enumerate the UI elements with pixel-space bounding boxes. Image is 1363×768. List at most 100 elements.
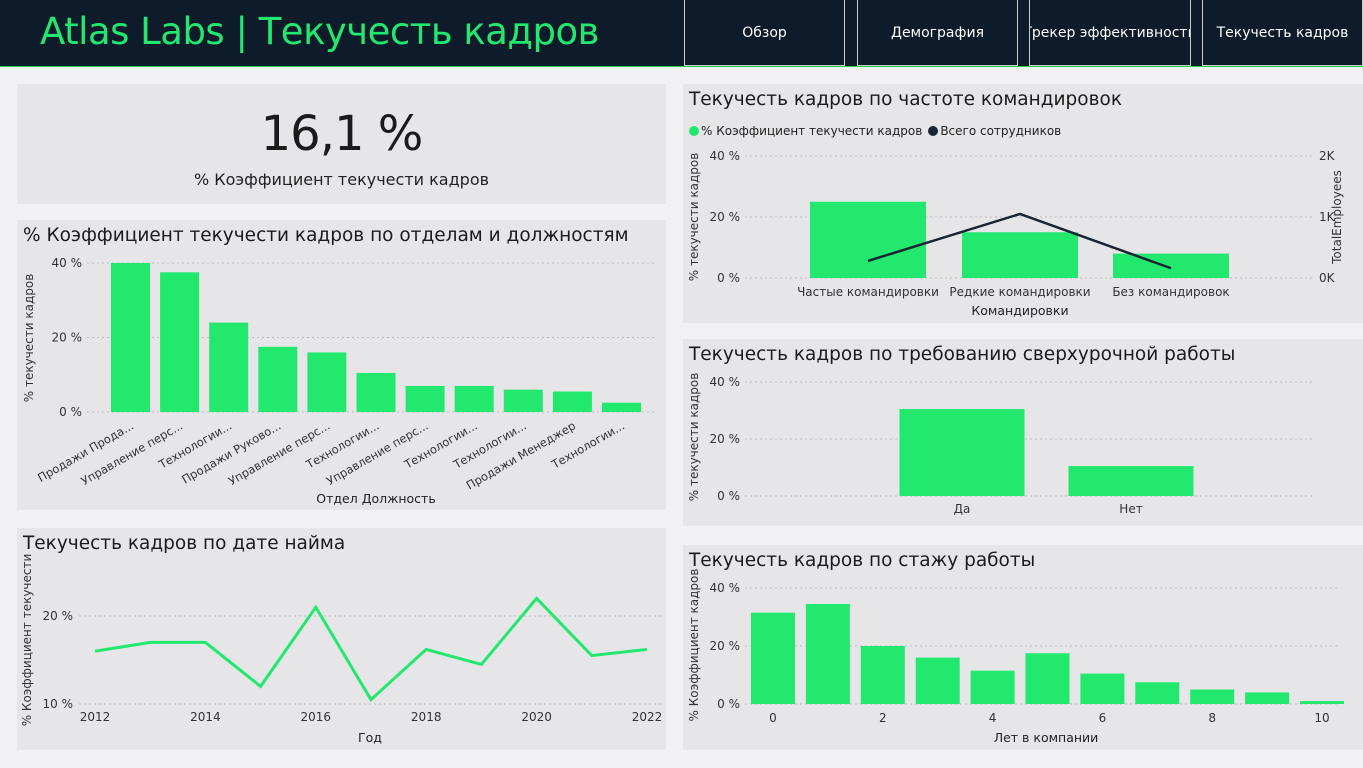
x-tick-label: 8 [1208, 711, 1216, 725]
bar-dept [356, 372, 396, 412]
nav-button-performance-tracker[interactable]: Трекер эффективности [1029, 0, 1191, 66]
bar-dept [307, 352, 347, 412]
x-tick-label: 2012 [80, 710, 111, 724]
travel-chart-title: Текучесть кадров по частоте командировок [689, 89, 1123, 110]
hire-chart-title: Текучесть кадров по дате найма [23, 533, 346, 554]
bar-tenure [1135, 682, 1180, 704]
x-tick-label: 0 [769, 711, 777, 725]
bar-tenure [1025, 653, 1070, 704]
y-axis-label: TotalEmployees [1330, 170, 1344, 265]
x-tick-label: 2016 [301, 710, 332, 724]
x-tick-label: 2022 [632, 710, 663, 724]
nav-button-overview[interactable]: Обзор [684, 0, 845, 66]
page-title: Atlas Labs | Текучесть кадров [40, 10, 599, 53]
y-axis-label: % текучести кадров [687, 373, 701, 502]
x-tick-label: 6 [1099, 711, 1107, 725]
bar-travel [810, 201, 926, 278]
bar-dept [503, 389, 543, 412]
bar-dept [602, 402, 641, 412]
hire-chart: 10 % 20 % % Коэффициент текучести 2012 2014 2… [20, 554, 663, 745]
x-tick-label: 2018 [411, 710, 442, 724]
y-tick-label: 40 % [52, 256, 83, 270]
legend-dot-dark-icon [928, 126, 939, 136]
tenure-chart: 0 % 20 % 40 % % Коэффициент кадров 0 2 4 6 8 10 Ле… [687, 569, 1344, 745]
y-axis-label: % Коэффициент кадров [687, 569, 701, 722]
bar-tenure [751, 612, 795, 704]
bar-dept [258, 346, 298, 412]
y-axis-label: % Коэффициент текучести [20, 554, 34, 727]
line-hire-series [94, 596, 648, 702]
x-tick-label: 2020 [521, 710, 552, 724]
y-tick-label: 20 % [710, 210, 741, 224]
x-tick-label: 2 [879, 711, 887, 725]
kpi-card: 16,1 % % Коэффициент текучести кадров [17, 84, 666, 204]
y-tick-label: 40 % [710, 375, 741, 389]
y-tick-label: 10 % [43, 697, 74, 711]
y2-tick-label: 1K [1319, 210, 1336, 224]
dept-chart-title: % Коэффициент текучести кадров по отдела… [23, 225, 629, 246]
nav-button-demography[interactable]: Демография [857, 0, 1018, 66]
bar-dept [552, 391, 592, 412]
bar-overtime [899, 409, 1025, 496]
overtime-chart-title: Текучесть кадров по требованию сверхуроч… [689, 344, 1236, 365]
legend-item-attrition: % Коэффициент текучести кадров [689, 124, 922, 138]
hire-chart-panel: Текучесть кадров по дате найма 10 % 20 %%… [17, 528, 666, 750]
x-tick-label: Нет [1119, 502, 1142, 516]
bar-tenure [970, 670, 1015, 704]
x-tick-label: Без командировок [1112, 285, 1229, 299]
kpi-value: 16,1 % [260, 106, 424, 162]
x-tick-label: Редкие командировки [949, 285, 1090, 299]
y-tick-label: 20 % [52, 331, 83, 345]
bar-tenure [915, 657, 960, 704]
dept-chart-panel: % Коэффициент текучести кадров по отдела… [17, 220, 666, 510]
legend-item-total: Всего сотрудников [928, 124, 1061, 138]
travel-legend: % Коэффициент текучести кадров Всего сот… [689, 124, 1061, 138]
bar-dept [160, 272, 200, 412]
y-tick-label: 0 % [717, 697, 740, 711]
y-tick-label: 20 % [710, 639, 741, 653]
bar-travel [1113, 253, 1229, 278]
x-axis-label: Командировки [971, 303, 1068, 318]
x-tick-label: 4 [989, 711, 997, 725]
y2-tick-label: 0K [1319, 271, 1336, 285]
bar-dept [454, 385, 494, 412]
y-tick-label: 20 % [43, 609, 74, 623]
y2-tick-label: 2K [1319, 149, 1336, 163]
overtime-chart-panel: Текучесть кадров по требованию сверхуроч… [683, 339, 1363, 526]
bar-dept [111, 263, 150, 412]
y-tick-label: 0 % [59, 405, 82, 419]
bar-tenure [805, 603, 850, 704]
kpi-label: % Коэффициент текучести кадров [193, 170, 490, 189]
line-total-employees [867, 212, 1172, 270]
bar-tenure [860, 646, 905, 704]
x-axis-label: Отдел Должность [316, 491, 435, 506]
y-axis-label: % текучести кадров [22, 274, 36, 403]
x-axis-label: Лет в компании [994, 730, 1099, 745]
header-bar: Atlas Labs | Текучесть кадров Обзор Демо… [0, 0, 1363, 67]
travel-chart-panel: Текучесть кадров по частоте командировок… [683, 84, 1363, 323]
legend-label-attrition: % Коэффициент текучести кадров [701, 124, 923, 138]
bar-tenure [1190, 689, 1235, 704]
x-tick-label: 2014 [190, 710, 221, 724]
legend-label-total: Всего сотрудников [940, 124, 1062, 138]
tenure-chart-panel: Текучесть кадров по стажу работы 0 % 20 %… [683, 545, 1363, 750]
y-tick-label: 40 % [710, 581, 741, 595]
bar-overtime [1068, 466, 1194, 496]
tenure-chart-title: Текучесть кадров по стажу работы [689, 550, 1036, 571]
x-axis-label: Год [358, 730, 382, 745]
nav-button-attrition[interactable]: Текучесть кадров [1202, 0, 1363, 66]
y-tick-label: 0 % [717, 271, 740, 285]
y-axis-label: % текучести кадров [687, 153, 701, 282]
overtime-chart: 0 % 20 % 40 % % текучести кадров Да Нет [687, 373, 1313, 516]
y-tick-label: 40 % [710, 149, 741, 163]
bar-tenure [1300, 701, 1344, 704]
bar-dept [405, 385, 445, 412]
x-tick-label: Частые командировки [797, 285, 939, 299]
y-tick-label: 0 % [717, 489, 740, 503]
bar-tenure [1245, 692, 1290, 704]
travel-chart: 0 % 20 % 40 % 0K 1K 2K % текучести кадров Total… [687, 149, 1344, 318]
bar-tenure [1080, 673, 1125, 704]
x-tick-label: Да [954, 502, 971, 516]
x-tick-label: 10 [1314, 711, 1329, 725]
